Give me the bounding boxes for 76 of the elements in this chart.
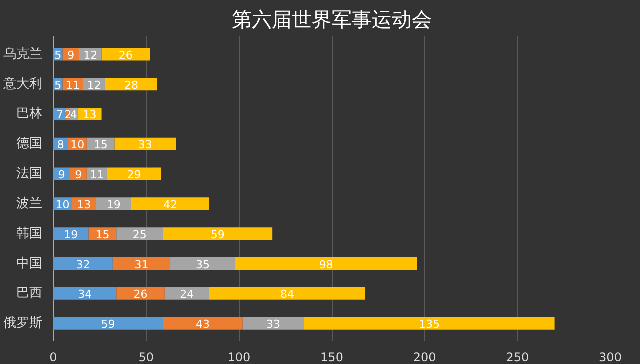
x-tick-label: 300 [599,350,622,364]
data-label: 59 [210,228,225,242]
data-label: 24 [180,288,194,302]
data-label: 13 [77,198,92,212]
bar [54,287,117,300]
x-tick-label: 250 [506,350,530,364]
x-tick-label: 150 [320,350,344,364]
data-label: 8 [57,138,64,152]
bar [235,257,418,270]
bar [105,78,158,91]
bar [114,138,176,150]
bar [112,257,170,270]
data-label: 59 [101,318,116,332]
data-label: 5 [54,48,62,62]
data-label: 9 [58,168,66,182]
data-label: 33 [138,138,152,152]
data-label: 15 [94,138,108,152]
data-label: 31 [134,258,149,272]
bar [304,317,555,330]
y-tick-label: 俄罗斯 [4,316,42,332]
data-label: 10 [70,138,85,152]
bar [54,317,164,330]
data-label: 13 [82,108,97,122]
y-tick-label: 韩国 [16,226,42,242]
bar [163,228,273,240]
data-label: 19 [106,198,121,212]
x-tick-label: 50 [138,350,154,364]
y-tick-label: 法国 [16,166,42,182]
data-label: 11 [90,168,104,182]
bar [102,48,150,61]
bar [242,317,304,330]
data-label: 43 [196,318,210,332]
data-label: 28 [124,78,138,92]
data-label: 26 [118,48,133,62]
data-label: 10 [56,198,70,212]
data-label: 4 [70,108,78,122]
data-label: 25 [132,228,147,242]
bar [209,287,366,300]
y-tick-label: 巴林 [16,106,42,122]
bar [131,198,210,210]
bar [116,287,165,300]
y-tick-label: 意大利 [2,76,42,92]
data-label: 29 [127,168,142,182]
chart-title: 第六届世界军事运动会 [232,8,432,32]
data-label: 9 [75,168,82,182]
y-tick-label: 乌克兰 [4,46,42,62]
data-label: 11 [66,78,80,92]
bar [54,257,113,270]
y-tick-label: 中国 [16,256,42,272]
y-tick-label: 巴西 [16,286,42,302]
x-tick-label: 0 [50,350,58,364]
data-label: 35 [196,258,210,272]
data-label: 42 [163,198,178,212]
bar [170,257,236,270]
bar [116,228,164,240]
data-label: 7 [56,108,64,122]
data-label: 5 [54,78,62,92]
data-label: 9 [68,48,75,62]
data-label: 12 [84,48,98,62]
y-tick-label: 波兰 [16,196,42,212]
data-label: 84 [280,288,294,302]
y-tick-label: 德国 [16,136,42,152]
data-label: 15 [96,228,110,242]
data-label: 12 [87,78,102,92]
data-label: 34 [78,288,92,302]
x-tick-label: 200 [413,350,436,364]
data-label: 19 [64,228,78,242]
data-label: 135 [418,318,440,332]
bar [107,168,162,180]
data-label: 98 [319,258,334,272]
data-label: 33 [266,318,281,332]
x-tick-label: 100 [228,350,251,364]
data-label: 32 [76,258,90,272]
bar [164,287,210,300]
bar [163,317,243,330]
data-label: 26 [134,288,148,302]
